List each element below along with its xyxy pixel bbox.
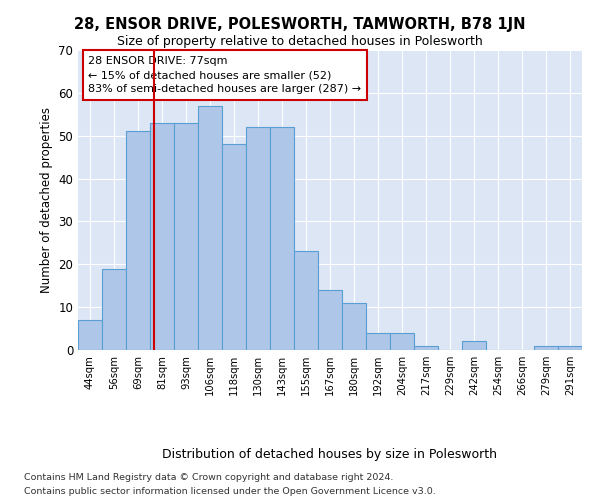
Bar [294,252,318,350]
Text: Contains public sector information licensed under the Open Government Licence v3: Contains public sector information licen… [24,488,436,496]
Bar [150,123,174,350]
Bar [270,127,294,350]
Text: 28, ENSOR DRIVE, POLESWORTH, TAMWORTH, B78 1JN: 28, ENSOR DRIVE, POLESWORTH, TAMWORTH, B… [74,18,526,32]
Bar [366,333,390,350]
Bar [198,106,222,350]
Y-axis label: Number of detached properties: Number of detached properties [40,107,53,293]
Bar [414,346,438,350]
Bar [78,320,102,350]
Bar [462,342,486,350]
Bar [390,333,414,350]
Text: Contains HM Land Registry data © Crown copyright and database right 2024.: Contains HM Land Registry data © Crown c… [24,472,394,482]
Bar [342,303,366,350]
Bar [174,123,198,350]
Bar [126,132,150,350]
Bar [318,290,342,350]
Bar [222,144,246,350]
Text: Size of property relative to detached houses in Polesworth: Size of property relative to detached ho… [117,35,483,48]
Text: 28 ENSOR DRIVE: 77sqm
← 15% of detached houses are smaller (52)
83% of semi-deta: 28 ENSOR DRIVE: 77sqm ← 15% of detached … [88,56,361,94]
Bar [534,346,558,350]
X-axis label: Distribution of detached houses by size in Polesworth: Distribution of detached houses by size … [163,448,497,461]
Bar [558,346,582,350]
Bar [246,127,270,350]
Bar [102,268,126,350]
